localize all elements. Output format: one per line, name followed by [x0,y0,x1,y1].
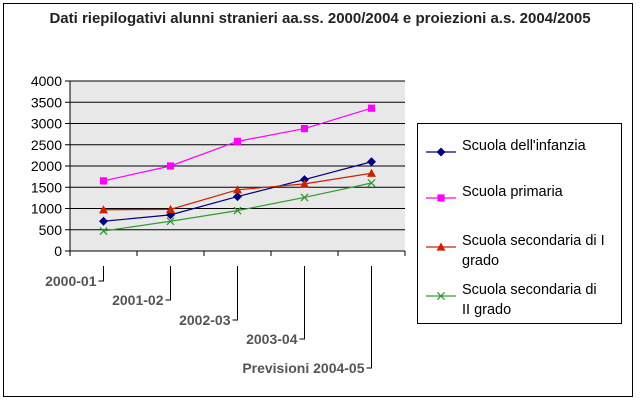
legend-swatch-primaria [426,194,456,202]
x-tick-label: 2000-01 [45,273,97,289]
legend-label-infanzia: Scuola dell'infanzia [462,138,586,154]
y-tick-label: 1000 [31,201,62,217]
y-tick-label: 2500 [31,137,62,153]
legend-marker [436,291,446,301]
series-3-point-stroke [99,226,108,236]
series-2-point [300,179,309,188]
series-2-point [233,185,242,194]
y-tick-label: 3000 [31,116,62,132]
series-3-point [166,217,175,226]
series-3-point [367,178,376,188]
series-2-point [367,168,376,177]
legend-label-secondaria-2: Scuola secondaria di II grado [462,282,597,318]
x-label-leader [98,266,104,282]
series-2-point [166,204,175,213]
series-1-point [233,137,242,145]
series-3-point-stroke [300,193,309,202]
series-3-point [233,206,242,215]
x-tick-label: Previsioni 2004-05 [242,360,364,376]
series-3-point-stroke [166,217,175,226]
chart-frame [3,3,633,397]
x-tick-label: 2001-02 [112,292,164,308]
y-tick-label: 0 [54,243,62,259]
series-1-point [166,162,175,170]
y-tick-label: 3500 [31,94,62,110]
x-label-leader [165,266,171,301]
y-tick-label: 4000 [31,73,62,89]
y-tick-label: 2000 [31,158,62,174]
legend-item-secondaria-2: Scuola secondaria di II grado [418,280,623,320]
legend-marker [436,242,446,251]
legend-item-primaria: Scuola primaria [418,182,623,222]
series-3-point [300,193,309,202]
legend-label-secondaria-1: Scuola secondaria di I grado [462,233,605,269]
chart-title: Dati riepilogativi alunni stranieri aa.s… [49,10,591,27]
legend-swatch-secondaria-1 [426,242,456,251]
legend-item-secondaria-1: Scuola secondaria di I grado [418,231,623,271]
series-1-point [367,104,376,112]
legend: Scuola dell'infanzia Scuola primaria Scu… [417,123,622,324]
legend-marker [437,194,445,202]
series-2-point [99,205,108,214]
y-tick-label: 500 [39,222,63,238]
series-0-point [367,157,376,167]
series-3-point [99,226,108,236]
legend-item-infanzia: Scuola dell'infanzia [418,136,623,176]
y-tick-label: 1500 [31,179,62,195]
x-label-leader [299,266,305,340]
series-3-point-stroke [367,178,376,188]
x-tick-label: 2003-04 [246,331,298,347]
series-1-point [99,177,108,185]
series-0-point [233,192,242,202]
legend-marker-stroke [436,291,446,301]
legend-swatch-secondaria-2 [426,291,456,301]
series-3-point-stroke [233,206,242,215]
series-1-point [300,125,309,133]
series-0-point [99,216,108,226]
legend-swatch-infanzia [426,147,456,157]
x-label-leader [366,266,372,369]
x-tick-label: 2002-03 [179,312,231,328]
legend-label-primaria: Scuola primaria [462,184,563,200]
x-label-leader [232,266,238,321]
legend-marker [436,147,446,157]
